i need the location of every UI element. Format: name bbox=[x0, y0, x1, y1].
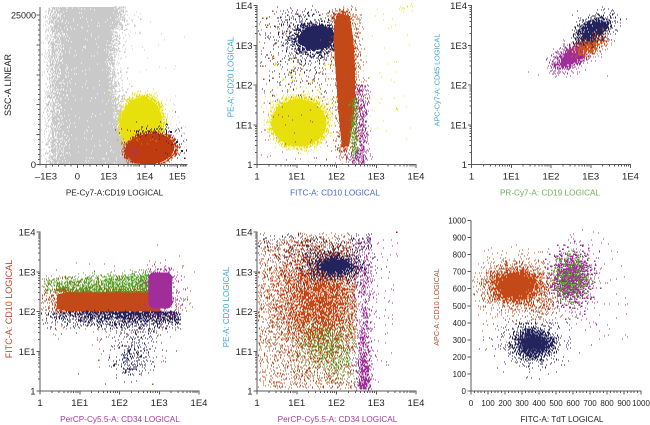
svg-text:700: 700 bbox=[453, 268, 467, 277]
svg-text:1E3: 1E3 bbox=[582, 172, 599, 183]
svg-text:800: 800 bbox=[600, 399, 614, 408]
svg-text:1: 1 bbox=[247, 160, 252, 171]
svg-text:1E1: 1E1 bbox=[450, 120, 467, 131]
svg-text:SSC-A LINEAR: SSC-A LINEAR bbox=[3, 53, 13, 116]
svg-text:1E1: 1E1 bbox=[236, 120, 253, 131]
svg-text:100: 100 bbox=[453, 370, 467, 379]
svg-text:500: 500 bbox=[453, 302, 467, 311]
svg-text:0: 0 bbox=[462, 387, 467, 396]
svg-text:600: 600 bbox=[453, 285, 467, 294]
svg-text:1E4: 1E4 bbox=[191, 398, 208, 409]
svg-text:1: 1 bbox=[30, 387, 35, 398]
svg-text:1E2: 1E2 bbox=[111, 398, 128, 409]
svg-text:FITC-A: CD10 LOGICAL: FITC-A: CD10 LOGICAL bbox=[4, 260, 14, 359]
svg-text:PE-Cy7-A:CD19 LOGICAL: PE-Cy7-A:CD19 LOGICAL bbox=[66, 189, 164, 198]
svg-text:400: 400 bbox=[532, 399, 546, 408]
svg-text:700: 700 bbox=[583, 399, 597, 408]
svg-text:0: 0 bbox=[469, 399, 474, 408]
svg-text:900: 900 bbox=[617, 399, 631, 408]
svg-text:1E2: 1E2 bbox=[543, 172, 560, 183]
svg-text:1: 1 bbox=[247, 387, 252, 398]
svg-text:1E3: 1E3 bbox=[368, 172, 385, 183]
svg-text:1E1: 1E1 bbox=[19, 347, 36, 358]
svg-text:1E1: 1E1 bbox=[288, 398, 305, 409]
svg-text:1E1: 1E1 bbox=[503, 172, 520, 183]
svg-text:1E2: 1E2 bbox=[19, 307, 36, 318]
svg-text:1E4: 1E4 bbox=[19, 228, 36, 239]
svg-text:1: 1 bbox=[37, 398, 42, 409]
svg-text:1E3: 1E3 bbox=[368, 398, 385, 409]
svg-text:1000: 1000 bbox=[448, 217, 466, 226]
svg-text:200: 200 bbox=[498, 399, 512, 408]
svg-text:APC-A: CD10 LOGICAL: APC-A: CD10 LOGICAL bbox=[432, 268, 441, 346]
svg-text:APC-Cy7-A: CD45 LOGICAL: APC-Cy7-A: CD45 LOGICAL bbox=[433, 34, 442, 127]
svg-text:100: 100 bbox=[481, 399, 495, 408]
svg-text:1: 1 bbox=[254, 172, 259, 183]
svg-text:0: 0 bbox=[31, 160, 36, 171]
svg-text:1E3: 1E3 bbox=[151, 398, 168, 409]
svg-text:200: 200 bbox=[453, 353, 467, 362]
svg-text:1: 1 bbox=[254, 398, 259, 409]
svg-text:1: 1 bbox=[462, 160, 467, 171]
svg-text:1E4: 1E4 bbox=[136, 172, 153, 183]
svg-text:1E4: 1E4 bbox=[622, 172, 639, 183]
svg-text:1E1: 1E1 bbox=[71, 398, 88, 409]
svg-text:1E4: 1E4 bbox=[236, 228, 253, 239]
svg-text:1E1: 1E1 bbox=[236, 347, 253, 358]
svg-text:PerCP-Cy5.5-A: CD34 LOGICAL: PerCP-Cy5.5-A: CD34 LOGICAL bbox=[278, 415, 398, 424]
svg-text:1E5: 1E5 bbox=[169, 172, 186, 183]
svg-text:500: 500 bbox=[549, 399, 563, 408]
svg-text:FITC-A: CD10 LOGICAL: FITC-A: CD10 LOGICAL bbox=[290, 189, 380, 198]
svg-text:300: 300 bbox=[515, 399, 529, 408]
svg-text:1: 1 bbox=[469, 172, 474, 183]
svg-text:25000: 25000 bbox=[11, 11, 36, 21]
svg-text:1E4: 1E4 bbox=[408, 172, 425, 183]
svg-text:1E1: 1E1 bbox=[288, 172, 305, 183]
svg-text:1E2: 1E2 bbox=[236, 81, 253, 92]
svg-text:400: 400 bbox=[453, 319, 467, 328]
svg-text:1E4: 1E4 bbox=[450, 1, 467, 12]
svg-text:800: 800 bbox=[453, 251, 467, 260]
svg-text:600: 600 bbox=[566, 399, 580, 408]
svg-text:1000: 1000 bbox=[632, 399, 650, 408]
svg-text:900: 900 bbox=[453, 234, 467, 243]
svg-text:1E2: 1E2 bbox=[450, 81, 467, 92]
svg-text:1E2: 1E2 bbox=[328, 398, 345, 409]
svg-text:1E4: 1E4 bbox=[236, 1, 253, 12]
svg-text:1E3: 1E3 bbox=[19, 267, 36, 278]
svg-text:FITC-A: TdT LOGICAL: FITC-A: TdT LOGICAL bbox=[521, 415, 604, 424]
svg-text:300: 300 bbox=[453, 336, 467, 345]
svg-text:PE-A: CD20 LOGICAL: PE-A: CD20 LOGICAL bbox=[222, 266, 231, 347]
svg-text:1E3: 1E3 bbox=[236, 41, 253, 52]
svg-text:1E2: 1E2 bbox=[328, 172, 345, 183]
svg-text:1E3: 1E3 bbox=[236, 267, 253, 278]
svg-text:1E3: 1E3 bbox=[450, 41, 467, 52]
svg-text:PerCP-Cy5.5-A: CD34 LOGICAL: PerCP-Cy5.5-A: CD34 LOGICAL bbox=[60, 415, 180, 424]
svg-text:1E3: 1E3 bbox=[100, 172, 117, 183]
svg-text:PR-Cy7-A: CD19 LOGICAL: PR-Cy7-A: CD19 LOGICAL bbox=[500, 189, 601, 198]
svg-text:1E4: 1E4 bbox=[408, 398, 425, 409]
svg-text:1E2: 1E2 bbox=[236, 307, 253, 318]
svg-text:0: 0 bbox=[75, 172, 80, 183]
svg-text:–1E3: –1E3 bbox=[35, 172, 57, 183]
svg-text:PE-A: CD20 LOGICAL: PE-A: CD20 LOGICAL bbox=[227, 36, 236, 117]
